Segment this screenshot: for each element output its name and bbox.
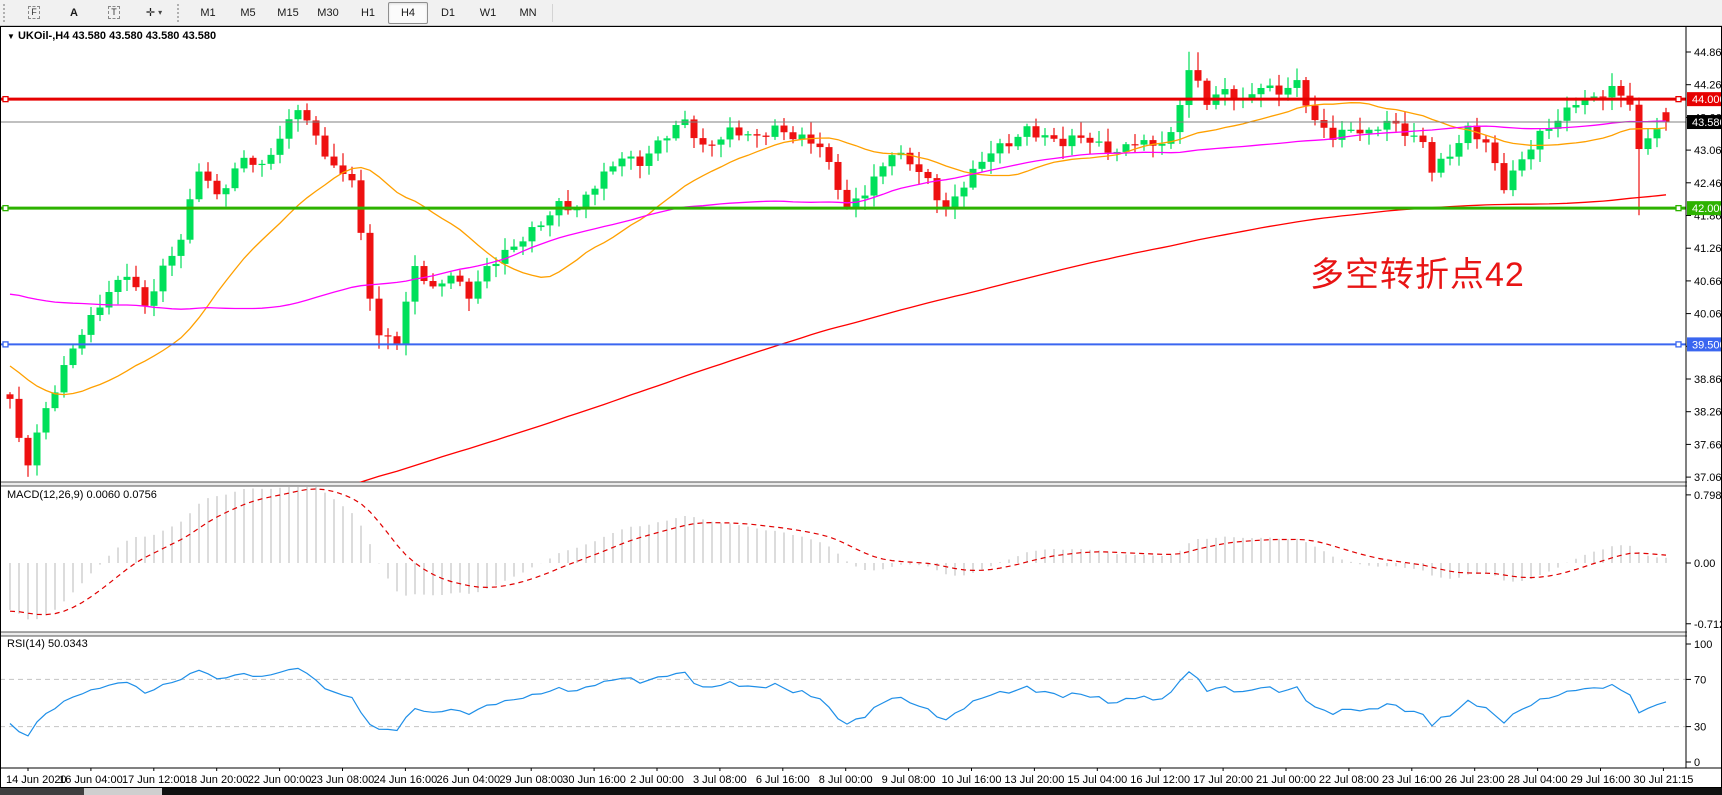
moving-average-lines — [9, 102, 1667, 482]
svg-text:0.00: 0.00 — [1694, 558, 1715, 570]
timeframe-M15-button[interactable]: M15 — [277, 6, 299, 19]
window-edge-segment — [84, 788, 162, 795]
toolbar-tools: F A T ✛ ▾ — [14, 2, 174, 24]
svg-text:41.265: 41.265 — [1694, 243, 1722, 255]
svg-text:44.000: 44.000 — [1692, 94, 1722, 106]
price-axis: 44.86544.26543.66543.06542.46541.86541.2… — [1685, 26, 1722, 769]
svg-text:40.065: 40.065 — [1694, 309, 1722, 321]
svg-text:17 Jun 12:00: 17 Jun 12:00 — [122, 774, 186, 786]
timeframe-H4-button[interactable]: H4 — [388, 1, 428, 24]
svg-text:43.065: 43.065 — [1694, 145, 1722, 157]
svg-text:23 Jun 08:00: 23 Jun 08:00 — [311, 774, 375, 786]
timeframe-M30-button[interactable]: M30 — [317, 6, 339, 19]
tool-cursor-button[interactable]: ✛ ▾ — [134, 2, 174, 24]
timeframe-M1-button[interactable]: M1 — [200, 6, 216, 19]
svg-text:100: 100 — [1694, 639, 1712, 651]
svg-text:3 Jul 08:00: 3 Jul 08:00 — [693, 774, 747, 786]
svg-text:37.665: 37.665 — [1694, 439, 1722, 451]
svg-text:14 Jun 2020: 14 Jun 2020 — [6, 774, 67, 786]
toolbar-separator — [552, 3, 553, 22]
text-icon: T — [108, 6, 120, 19]
rsi-pane — [0, 667, 1686, 737]
svg-text:30 Jul 21:15: 30 Jul 21:15 — [1633, 774, 1693, 786]
pane-separators — [0, 481, 1722, 637]
svg-text:30 Jun 16:00: 30 Jun 16:00 — [562, 774, 626, 786]
timeframe-M5-button[interactable]: M5 — [240, 6, 256, 19]
toolbar-grip[interactable] — [3, 3, 10, 22]
window-edge-segment — [0, 788, 84, 795]
horizontal-line-objects — [0, 95, 1686, 348]
svg-text:26 Jun 04:00: 26 Jun 04:00 — [436, 774, 500, 786]
tool-font-button[interactable]: A — [54, 2, 94, 24]
svg-text:0: 0 — [1694, 757, 1700, 769]
svg-text:38.265: 38.265 — [1694, 407, 1722, 419]
svg-text:39.500: 39.500 — [1692, 339, 1722, 351]
macd-signal-line — [9, 488, 1667, 616]
price-tag: 39.500 — [1687, 337, 1722, 352]
svg-text:2 Jul 00:00: 2 Jul 00:00 — [630, 774, 684, 786]
svg-text:38.865: 38.865 — [1694, 374, 1722, 386]
svg-text:15 Jul 04:00: 15 Jul 04:00 — [1067, 774, 1127, 786]
svg-text:29 Jul 16:00: 29 Jul 16:00 — [1571, 774, 1631, 786]
svg-text:70: 70 — [1694, 674, 1706, 686]
timeframe-group: M1 M5 M15 M30 H1 H4 D1 W1 MN — [188, 1, 548, 24]
dropdown-caret-icon: ▾ — [158, 8, 163, 17]
svg-text:44.265: 44.265 — [1694, 80, 1722, 92]
price-tag: 42.000 — [1687, 201, 1722, 216]
svg-text:13 Jul 20:00: 13 Jul 20:00 — [1004, 774, 1064, 786]
svg-text:22 Jun 00:00: 22 Jun 00:00 — [248, 774, 312, 786]
svg-text:10 Jul 16:00: 10 Jul 16:00 — [942, 774, 1002, 786]
svg-text:42.000: 42.000 — [1692, 203, 1722, 215]
frame-f-icon: F — [28, 6, 40, 19]
price-tag: 44.000 — [1687, 92, 1722, 107]
svg-text:8 Jul 00:00: 8 Jul 00:00 — [819, 774, 873, 786]
svg-text:22 Jul 08:00: 22 Jul 08:00 — [1319, 774, 1379, 786]
svg-text:26 Jul 23:00: 26 Jul 23:00 — [1445, 774, 1505, 786]
timeframe-W1-button[interactable]: W1 — [479, 6, 497, 19]
svg-text:42.465: 42.465 — [1694, 178, 1722, 190]
svg-text:6 Jul 16:00: 6 Jul 16:00 — [756, 774, 810, 786]
cursor-icon: ✛ — [145, 7, 156, 19]
svg-text:16 Jul 12:00: 16 Jul 12:00 — [1130, 774, 1190, 786]
toolbar: F A T ✛ ▾ M1 M5 M15 M30 H1 H4 D1 W1 MN — [0, 0, 1722, 26]
svg-text:21 Jul 00:00: 21 Jul 00:00 — [1256, 774, 1316, 786]
tool-text-button[interactable]: T — [94, 2, 134, 24]
timeframe-H1-button[interactable]: H1 — [360, 6, 376, 19]
svg-text:16 Jun 04:00: 16 Jun 04:00 — [59, 774, 123, 786]
svg-text:18 Jun 20:00: 18 Jun 20:00 — [185, 774, 249, 786]
svg-text:28 Jul 04:00: 28 Jul 04:00 — [1508, 774, 1568, 786]
svg-text:9 Jul 08:00: 9 Jul 08:00 — [882, 774, 936, 786]
svg-text:0.7986: 0.7986 — [1694, 490, 1722, 502]
svg-text:30: 30 — [1694, 722, 1706, 734]
timeframe-MN-button[interactable]: MN — [519, 6, 537, 19]
svg-text:29 Jun 08:00: 29 Jun 08:00 — [499, 774, 563, 786]
svg-text:23 Jul 16:00: 23 Jul 16:00 — [1382, 774, 1442, 786]
price-tag: 43.580 — [1687, 115, 1722, 130]
window-edge-segment — [162, 788, 1722, 795]
svg-text:17 Jul 20:00: 17 Jul 20:00 — [1193, 774, 1253, 786]
chart-canvas[interactable]: 44.86544.26543.66543.06542.46541.86541.2… — [0, 26, 1722, 788]
svg-text:40.665: 40.665 — [1694, 276, 1722, 288]
tool-frame-f-button[interactable]: F — [14, 2, 54, 24]
svg-text:24 Jun 16:00: 24 Jun 16:00 — [374, 774, 438, 786]
svg-text:43.580: 43.580 — [1692, 117, 1722, 129]
toolbar-grip[interactable] — [177, 3, 184, 22]
svg-text:37.065: 37.065 — [1694, 472, 1722, 484]
timeframe-D1-button[interactable]: D1 — [440, 6, 456, 19]
macd-histogram — [9, 487, 1667, 620]
font-icon: A — [70, 6, 78, 19]
svg-text:-0.7124: -0.7124 — [1694, 619, 1722, 631]
svg-text:44.865: 44.865 — [1694, 47, 1722, 59]
